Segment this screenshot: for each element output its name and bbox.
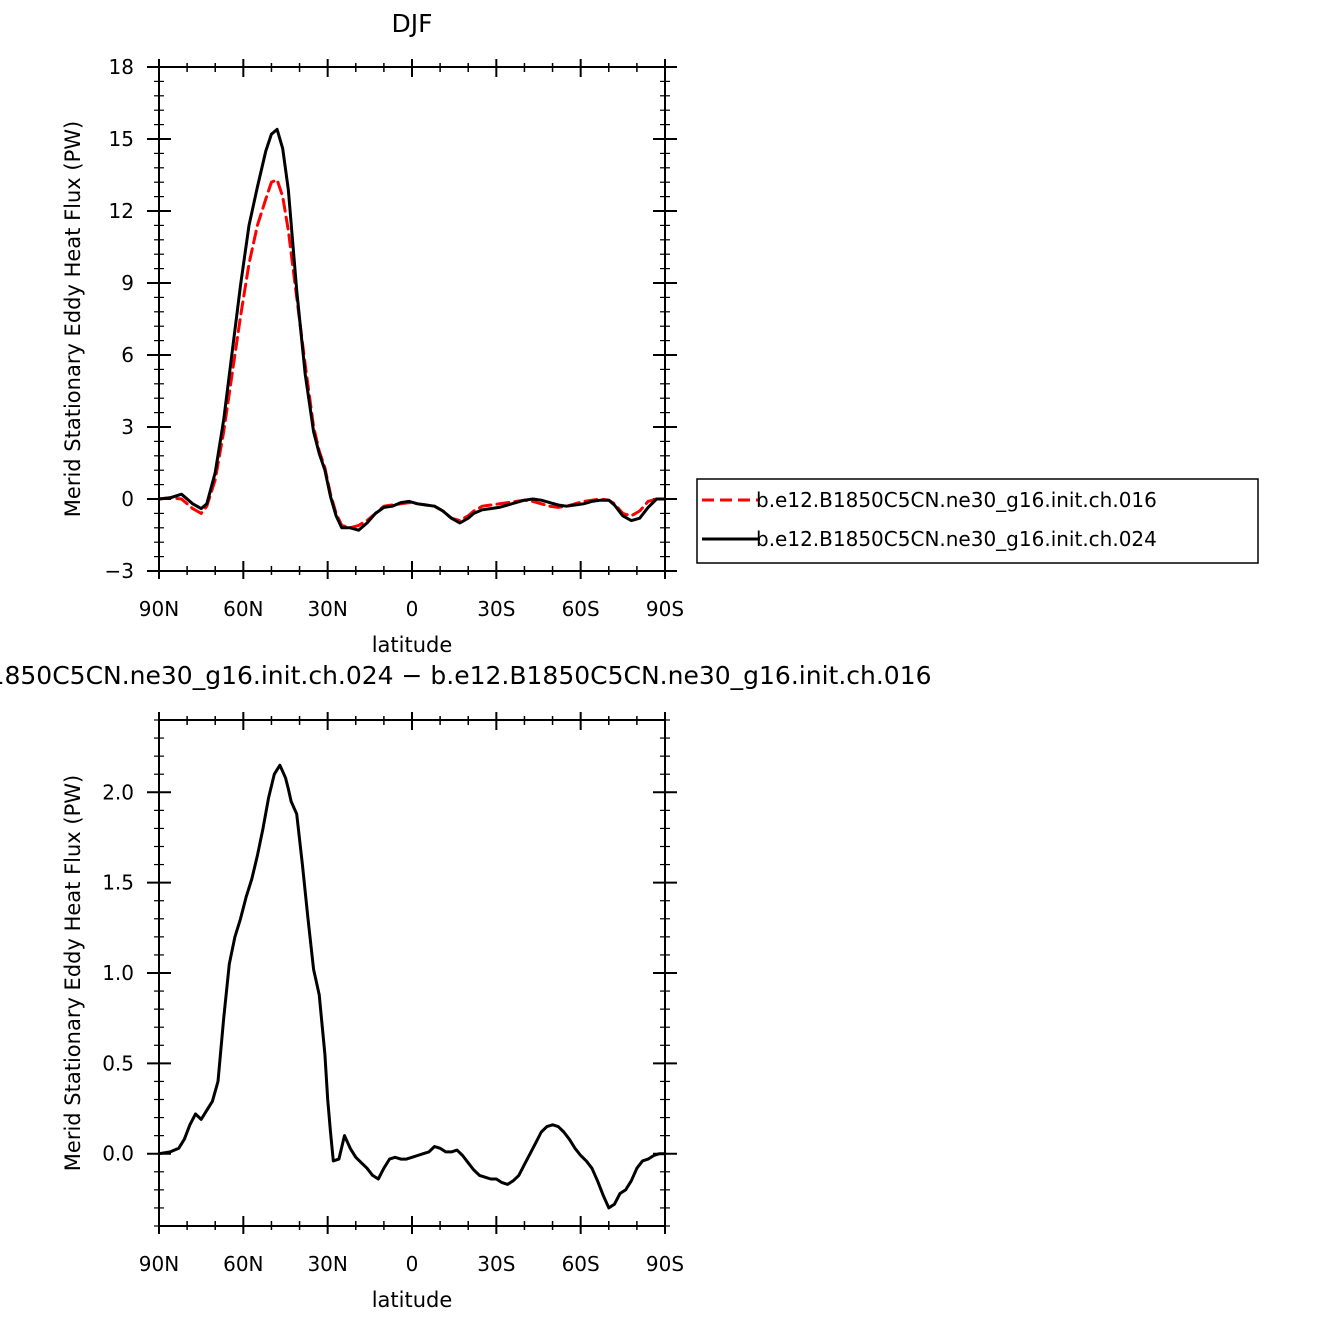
x-tick-label: 90N [139,597,179,621]
y-axis-label: Merid Stationary Eddy Heat Flux (PW) [61,121,85,517]
x-tick-label: 30S [477,597,515,621]
y-tick-label: 9 [121,271,134,295]
y-tick-label: 0.5 [102,1051,134,1075]
x-tick-label: 0 [406,1252,419,1276]
y-tick-label: 12 [109,199,134,223]
chart-title: DJF [391,9,432,38]
x-tick-label: 0 [406,597,419,621]
x-tick-label: 60S [562,597,600,621]
panel-bottom: b.e12.B1850C5CN.ne30_g16.init.ch.024 − b… [0,661,932,1312]
plot-frame [158,719,666,1227]
y-tick-label: 1.0 [102,961,134,985]
legend: b.e12.B1850C5CN.ne30_g16.init.ch.016 b.e1… [696,478,1259,564]
y-tick-label: 15 [109,127,134,151]
x-tick-label: 90N [139,1252,179,1276]
x-axis-label: latitude [372,1288,453,1312]
x-tick-label: 90S [646,1252,684,1276]
x-tick-label: 30N [307,1252,347,1276]
y-tick-label: 0 [121,487,134,511]
y-tick-label: 0.0 [102,1142,134,1166]
y-tick-label: 3 [121,415,134,439]
y-tick-label: −3 [105,559,134,583]
x-axis-label: latitude [372,633,453,657]
x-tick-label: 60S [562,1252,600,1276]
y-tick-label: 6 [121,343,134,367]
x-tick-label: 30S [477,1252,515,1276]
chart-title: b.e12.B1850C5CN.ne30_g16.init.ch.024 − b… [0,661,932,690]
x-tick-label: 30N [307,597,347,621]
y-axis-label: Merid Stationary Eddy Heat Flux (PW) [61,775,85,1171]
legend-label-0: b.e12.B1850C5CN.ne30_g16.init.ch.016 [756,488,1157,512]
series-line-0 [157,178,667,530]
legend-label-1: b.e12.B1850C5CN.ne30_g16.init.ch.024 [756,527,1157,551]
x-tick-label: 60N [223,1252,263,1276]
y-tick-label: 1.5 [102,871,134,895]
y-tick-label: 2.0 [102,780,134,804]
y-tick-label: 18 [109,55,134,79]
x-tick-label: 90S [646,597,684,621]
x-tick-label: 60N [223,597,263,621]
panel-top: DJF 90N 60N 30N 0 30S 60S 90S −3 0 3 6 9 12 15 18 latitu… [61,9,684,657]
legend-box [696,478,1259,564]
series-line-1 [157,127,667,532]
series-line-0 [157,763,667,1210]
